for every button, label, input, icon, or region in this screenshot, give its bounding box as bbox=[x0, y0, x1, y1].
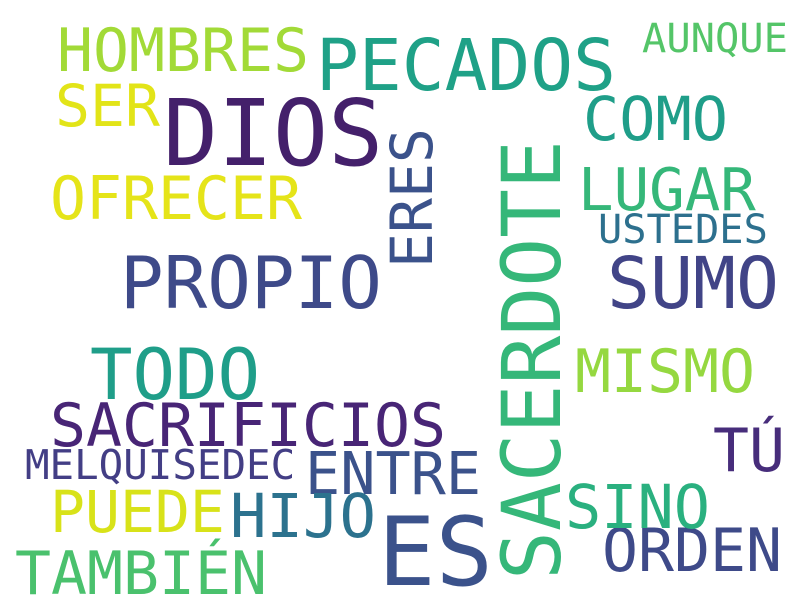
word-23: USTEDES bbox=[598, 206, 768, 253]
word-7: TODO bbox=[90, 333, 261, 416]
word-14: ENTRE bbox=[305, 440, 482, 508]
word-3: PECADOS bbox=[316, 24, 617, 107]
word-18: SINO bbox=[565, 473, 710, 543]
word-21: SER bbox=[55, 72, 160, 140]
word-12: COMO bbox=[583, 85, 728, 155]
word-10: OFRECER bbox=[50, 164, 303, 234]
word-15: ORDEN bbox=[602, 516, 783, 586]
word-0: DIOS bbox=[163, 80, 384, 187]
word-2: ES bbox=[378, 496, 493, 600]
word-20: TÚ bbox=[713, 416, 786, 486]
word-13: MISMO bbox=[575, 337, 756, 407]
word-16: TAMBIÉN bbox=[15, 539, 268, 600]
word-11: LUGAR bbox=[578, 155, 756, 224]
word-8: HOMBRES bbox=[57, 16, 310, 86]
word-24: AUNQUE bbox=[642, 14, 788, 62]
word-1: SACERDOTE bbox=[486, 140, 580, 580]
word-22: MELQUISEDEC bbox=[25, 441, 296, 489]
word-9: ERES bbox=[378, 128, 446, 268]
word-6: SACRIFICIOS bbox=[50, 391, 447, 461]
word-19: PUEDE bbox=[50, 478, 225, 546]
word-17: HIJO bbox=[230, 482, 376, 552]
word-4: PROPIO bbox=[120, 242, 382, 326]
word-5: SUMO bbox=[607, 242, 779, 325]
